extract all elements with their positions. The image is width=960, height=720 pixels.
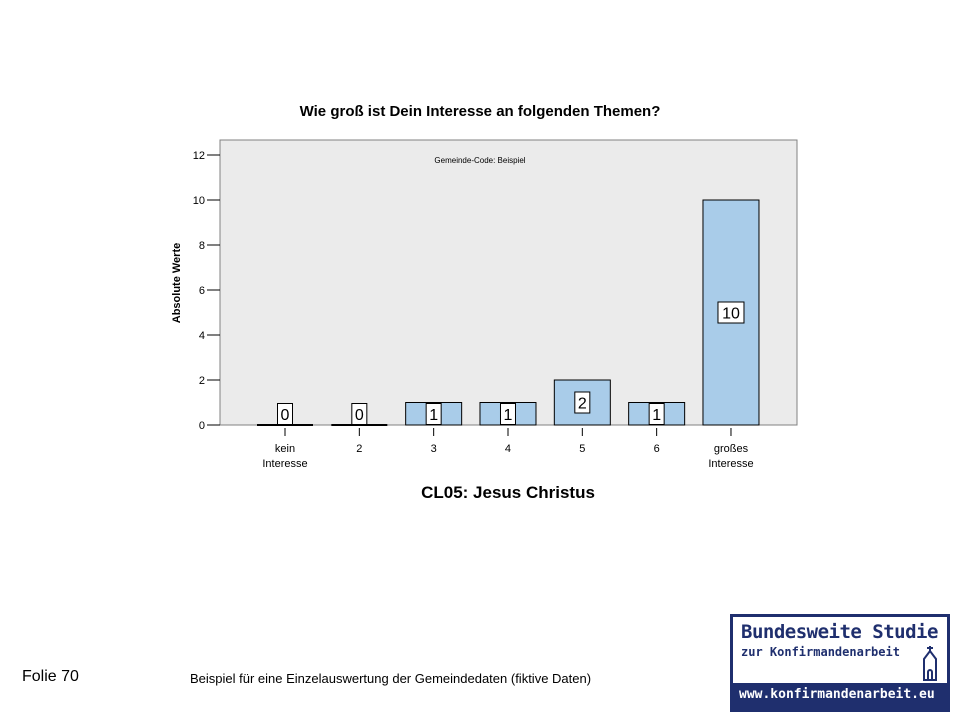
logo-subtitle: zur Konfirmandenarbeit (741, 645, 900, 659)
x-tick-label: 4 (505, 443, 511, 455)
data-label: 2 (578, 396, 587, 413)
chart-annotation: Gemeinde-Code: Beispiel (434, 156, 525, 165)
data-label: 1 (429, 407, 438, 424)
footer-caption: Beispiel für eine Einzelauswertung der G… (190, 671, 592, 686)
x-tick-label: kein (275, 443, 295, 455)
x-axis: kein Interesse 2 3 4 5 6 großes Interesse (262, 428, 754, 470)
x-tick-label: Interesse (262, 458, 307, 470)
data-label-box (648, 403, 665, 425)
y-tick-label: 10 (193, 195, 205, 207)
slide-number: Folie 70 (22, 668, 79, 685)
logo-title: Bundesweite Studie (741, 621, 938, 643)
data-label: 10 (722, 306, 740, 323)
data-label-box (574, 391, 591, 414)
bars: 0 0 1 1 2 1 10 (257, 199, 760, 426)
bar (553, 379, 611, 426)
data-label: 1 (504, 407, 513, 424)
chart-title: Wie groß ist Dein Interesse an folgenden… (300, 103, 661, 120)
x-axis-label: CL05: Jesus Christus (421, 483, 595, 502)
plot-area (219, 139, 798, 426)
x-tick-label: 2 (356, 443, 362, 455)
data-label-box (351, 403, 368, 425)
data-label-box (717, 301, 745, 324)
y-tick-label: 2 (199, 375, 205, 387)
logo: Bundesweite Studie zur Konfirmandenarbei… (730, 614, 950, 712)
logo-url: www.konfirmandenarbeit.eu (739, 687, 935, 702)
data-label-box (277, 403, 293, 425)
y-tick-label: 0 (199, 420, 205, 432)
y-axis: 0 2 4 6 8 10 12 (193, 150, 220, 432)
x-tick-label: 5 (579, 443, 585, 455)
logo-band: www.konfirmandenarbeit.eu (733, 683, 947, 709)
y-tick-label: 6 (199, 285, 205, 297)
y-tick-label: 12 (193, 150, 205, 162)
data-label: 1 (652, 407, 661, 424)
data-label-box (425, 403, 442, 425)
x-tick-label: 3 (431, 443, 437, 455)
y-tick-label: 8 (199, 240, 205, 252)
data-label: 0 (281, 407, 290, 424)
x-tick-label: großes (714, 443, 749, 455)
x-tick-label: Interesse (708, 458, 753, 470)
data-label: 0 (355, 407, 364, 424)
y-tick-label: 4 (199, 330, 205, 342)
data-label-box (499, 403, 516, 425)
y-axis-label: Absolute Werte (171, 243, 183, 323)
church-icon (923, 646, 937, 681)
x-tick-label: 6 (654, 443, 660, 455)
